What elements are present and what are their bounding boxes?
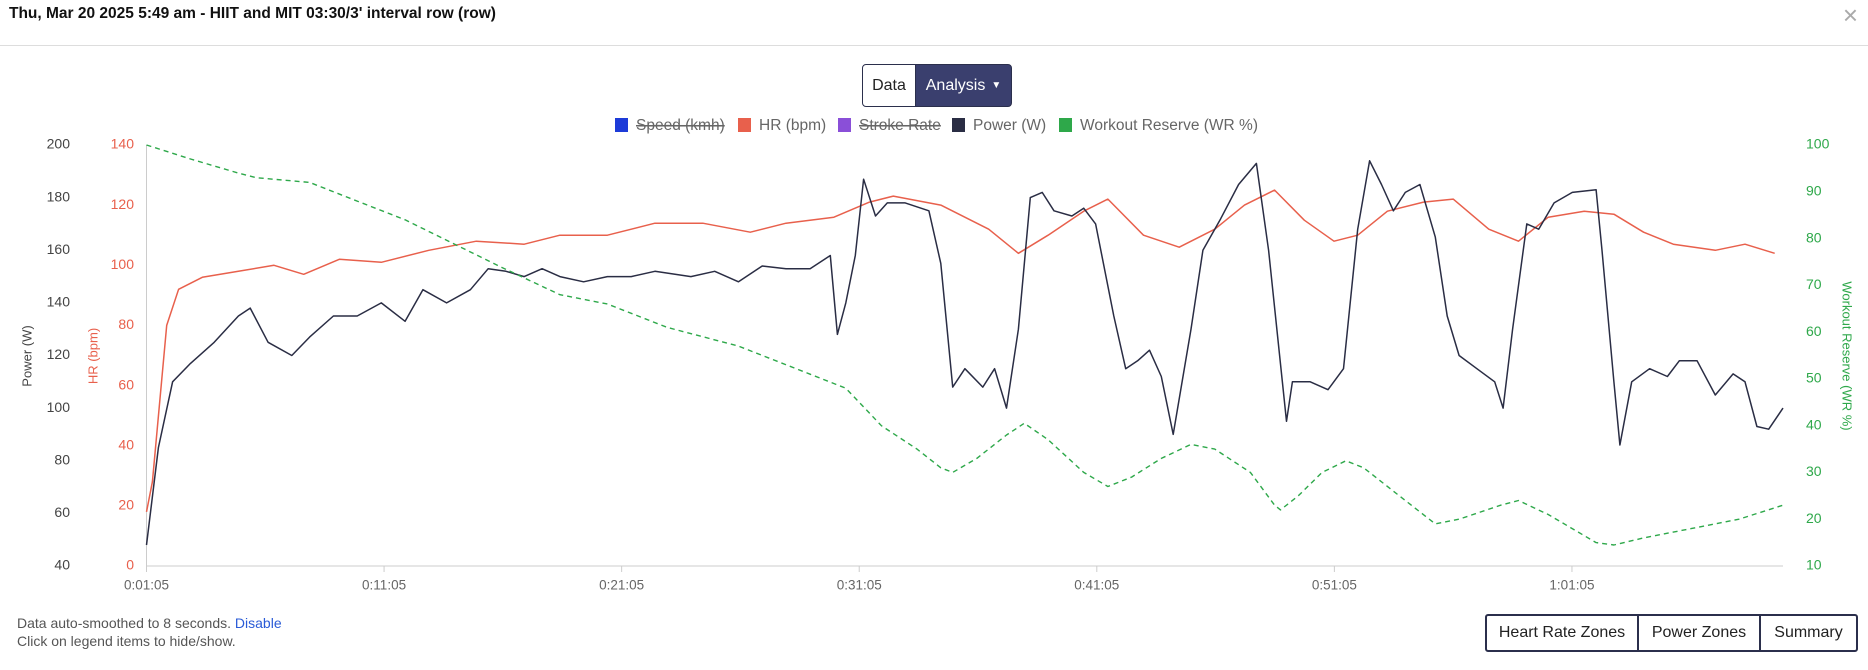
power-tick-label: 80 bbox=[54, 451, 70, 467]
hr-tick-label: 40 bbox=[118, 436, 134, 452]
power-tick-label: 40 bbox=[54, 557, 70, 573]
caret: ▼ bbox=[991, 80, 1002, 91]
legend-item[interactable]: Workout Reserve (WR %) bbox=[1059, 117, 1258, 134]
x-tick-label: 0:21:05 bbox=[599, 578, 644, 593]
series-line bbox=[145, 160, 1784, 546]
legend-label: Power (W) bbox=[973, 117, 1046, 134]
legend-label: Stroke Rate bbox=[859, 117, 941, 134]
wr-tick-label: 30 bbox=[1806, 463, 1822, 479]
legend-label: Workout Reserve (WR %) bbox=[1080, 117, 1258, 134]
toggle-analysis[interactable]: Analysis ▼ bbox=[915, 64, 1012, 107]
separator bbox=[0, 45, 1868, 46]
close-button[interactable]: × bbox=[1842, 0, 1858, 30]
wr-tick-label: 100 bbox=[1806, 136, 1830, 152]
x-tick-label: 0:51:05 bbox=[1312, 578, 1357, 593]
legend-label: HR (bpm) bbox=[759, 117, 826, 134]
wr-tick-label: 70 bbox=[1806, 276, 1822, 292]
hr-tick-label: 60 bbox=[118, 376, 134, 392]
x-tick-label: 0:31:05 bbox=[837, 578, 882, 593]
wr-axis-title: Workout Reserve (WR %) bbox=[1840, 281, 1855, 430]
x-tick-label: 0:41:05 bbox=[1074, 578, 1119, 593]
legend-item[interactable]: Speed (kmh) bbox=[615, 117, 725, 134]
wr-tick-label: 80 bbox=[1806, 229, 1822, 245]
x-tick-label: 0:11:05 bbox=[362, 578, 406, 593]
legend-item[interactable]: Stroke Rate bbox=[838, 117, 941, 134]
legend-item[interactable]: HR (bpm) bbox=[738, 117, 826, 134]
hr-tick-label: 0 bbox=[126, 557, 134, 573]
legend-item[interactable]: Power (W) bbox=[952, 117, 1046, 134]
power-tick-label: 180 bbox=[47, 188, 71, 204]
power-tick-label: 140 bbox=[47, 294, 71, 310]
modal-title: Thu, Mar 20 2025 5:49 am - HIIT and MIT … bbox=[9, 5, 496, 22]
footer-note: Data auto-smoothed to 8 seconds. Disable… bbox=[17, 614, 282, 650]
wr-tick-label: 50 bbox=[1806, 370, 1822, 386]
power-tick-label: 120 bbox=[47, 346, 71, 362]
hr-axis-title: HR (bpm) bbox=[85, 328, 100, 384]
wr-tick-label: 20 bbox=[1806, 510, 1822, 526]
disable-link[interactable]: Disable bbox=[234, 615, 282, 631]
power-tick-label: 60 bbox=[54, 504, 70, 520]
power-tick-label: 100 bbox=[47, 399, 71, 415]
legend-swatch bbox=[838, 118, 851, 132]
legend-swatch bbox=[952, 118, 965, 132]
series-line bbox=[145, 189, 1775, 513]
x-tick-label: 1:01:05 bbox=[1549, 578, 1594, 593]
hr-tick-label: 120 bbox=[111, 196, 135, 212]
hr-tick-label: 20 bbox=[118, 497, 134, 513]
legend-hint: Click on legend items to hide/show. bbox=[17, 633, 236, 649]
smoothing-note: Data auto-smoothed to 8 seconds. bbox=[17, 615, 232, 631]
power-axis-title: Power (W) bbox=[19, 325, 34, 386]
power-tick-label: 200 bbox=[47, 136, 71, 152]
power-zones-button[interactable]: Power Zones bbox=[1637, 614, 1761, 652]
series-line bbox=[146, 144, 1784, 546]
wr-tick-label: 60 bbox=[1806, 323, 1822, 339]
legend-swatch bbox=[738, 118, 751, 132]
legend-swatch bbox=[1059, 118, 1072, 132]
wr-tick-label: 40 bbox=[1806, 416, 1822, 432]
wr-tick-label: 10 bbox=[1806, 557, 1822, 573]
chart: 0:01:05 0:11:05 0:21:05 0:31:05 0:41:05 0:51:… bbox=[19, 117, 1855, 593]
summary-button[interactable]: Summary bbox=[1759, 614, 1858, 652]
toggle-analysis-label: Analysis bbox=[925, 76, 986, 94]
wr-tick-label: 90 bbox=[1806, 182, 1822, 198]
hr-tick-label: 100 bbox=[111, 256, 135, 272]
x-tick-label: 0:01:05 bbox=[124, 578, 169, 593]
power-tick-label: 160 bbox=[47, 241, 71, 257]
legend-swatch bbox=[615, 118, 628, 132]
hr-tick-label: 80 bbox=[118, 316, 134, 332]
legend-label: Speed (kmh) bbox=[636, 117, 725, 134]
hr-tick-label: 140 bbox=[111, 136, 135, 152]
hr-zones-button[interactable]: Heart Rate Zones bbox=[1485, 614, 1639, 652]
